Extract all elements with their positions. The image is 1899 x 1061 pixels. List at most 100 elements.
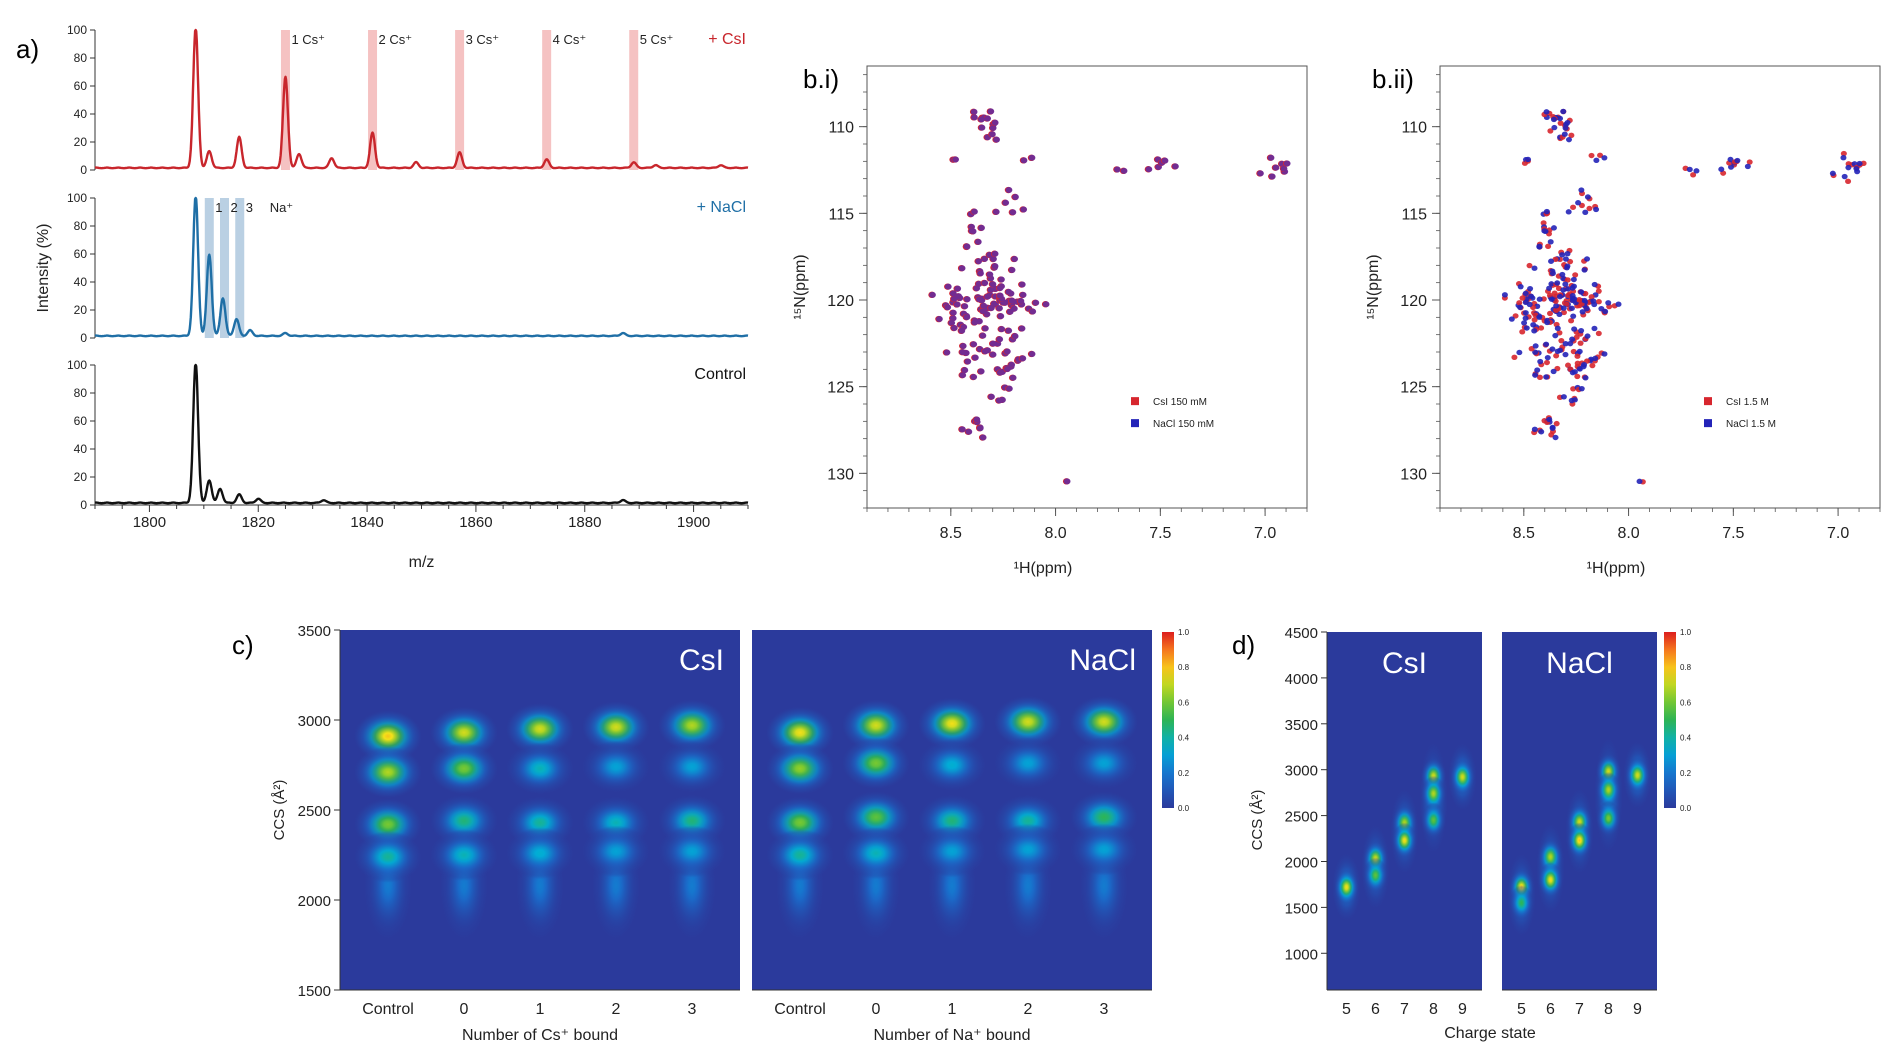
y-tick-label: 120 [827, 293, 854, 310]
nmr-peak-nacl [1554, 325, 1561, 332]
nmr-peak-nacl [1564, 251, 1571, 257]
nmr-peak-csi [1573, 334, 1580, 340]
heatmap-title: CsI [679, 644, 724, 677]
nmr-peak-nacl [1601, 155, 1608, 161]
nmr-peak-nacl [1564, 263, 1571, 269]
x-category-label: 2 [1024, 1001, 1033, 1018]
nmr-peak-nacl [984, 115, 992, 122]
x-category-label: 1 [948, 1001, 957, 1018]
colorbar-tick-label: 0.0 [1178, 804, 1190, 813]
nmr-peak-nacl [1549, 425, 1556, 431]
x-axis-title: Charge state [1444, 1025, 1536, 1042]
nmr-peak-nacl [1554, 348, 1561, 355]
nmr-peak-csi [1572, 272, 1579, 278]
x-category-label: 6 [1546, 1001, 1555, 1018]
x-category-label: 3 [688, 1001, 697, 1018]
nmr-peak-nacl [1584, 194, 1591, 200]
nmr-peak-nacl [973, 416, 981, 423]
x-category-label: 5 [1517, 1001, 1526, 1018]
nmr-peak-nacl [1541, 228, 1548, 234]
nmr-peak-nacl [1548, 281, 1555, 287]
adduct-highlight-band [235, 198, 245, 338]
nmr-peak-nacl [1693, 168, 1700, 174]
nmr-peak-nacl [929, 291, 936, 298]
nmr-peak-nacl [1829, 170, 1836, 177]
y-tick-label: 2500 [1285, 809, 1318, 826]
y-tick-label: 3000 [1285, 763, 1318, 780]
nmr-peak-nacl [977, 368, 985, 375]
y-tick-label: 100 [67, 191, 87, 205]
nmr-peak-nacl [1552, 434, 1559, 441]
nmr-peak-nacl [1009, 209, 1017, 216]
x-category-label: Control [774, 1001, 826, 1018]
x-axis-title: m/z [409, 554, 435, 571]
nmr-peak-nacl [959, 342, 967, 349]
y-tick-label: 0 [80, 498, 87, 512]
nmr-peak-csi [1547, 310, 1554, 317]
nmr-peak-csi [1845, 178, 1852, 185]
nmr-peak-nacl [991, 250, 999, 257]
y-tick-label: 60 [74, 414, 88, 428]
y-tick-label: 3000 [298, 713, 331, 730]
nmr-peak-nacl [996, 305, 1003, 312]
adduct-annotation: 2 Cs⁺ [379, 32, 413, 47]
y-tick-label: 125 [1400, 380, 1427, 397]
x-category-label: 1 [536, 1001, 545, 1018]
adduct-annotation: 5 Cs⁺ [640, 32, 674, 47]
nmr-peak-nacl [1581, 362, 1588, 368]
nmr-peak-nacl [977, 270, 984, 277]
nmr-peak-nacl [1008, 266, 1016, 273]
nmr-peak-csi [1519, 329, 1526, 335]
nmr-peak-nacl [1028, 154, 1036, 161]
nmr-peak-csi [1595, 288, 1602, 294]
y-tick-label: 60 [74, 247, 88, 261]
nmr-peak-nacl [997, 313, 1005, 320]
nmr-peak-csi [1557, 120, 1564, 126]
nmr-peak-nacl [1020, 206, 1028, 213]
nmr-peaks [1501, 108, 1867, 485]
colorbar-tick-label: 0.8 [1680, 663, 1692, 672]
adduct-annotation: Na⁺ [270, 200, 293, 215]
nmr-peak-nacl [1012, 193, 1019, 200]
nmr-peak-csi [1586, 205, 1593, 212]
nmr-peak-nacl [1728, 164, 1735, 170]
nmr-peak-nacl [1522, 290, 1529, 297]
heatmap-blob [581, 701, 651, 754]
adduct-annotation: 1 Cs⁺ [291, 32, 325, 47]
x-category-label: 8 [1604, 1001, 1613, 1018]
nmr-peak-nacl [1636, 478, 1643, 485]
heatmap-csi [1327, 632, 1482, 990]
nmr-peak-nacl [958, 327, 966, 334]
nmr-peak-nacl [1734, 157, 1741, 164]
nmr-peak-nacl [948, 319, 956, 326]
nmr-peak-nacl [965, 428, 973, 435]
adduct-annotation: 3 [246, 200, 253, 215]
y-tick-label: 115 [1401, 206, 1427, 223]
nmr-peak-nacl [944, 304, 952, 311]
nmr-peak-nacl [1578, 289, 1585, 295]
nmr-peak-nacl [959, 426, 966, 433]
nmr-peak-csi [1531, 317, 1538, 323]
nmr-peak-nacl [975, 258, 983, 265]
colorbar-tick-label: 0.4 [1680, 734, 1692, 743]
nmr-peak-nacl [1547, 239, 1554, 245]
y-axis-title: CCS (Å²) [1249, 790, 1266, 851]
x-tick-label: 8.0 [1044, 525, 1066, 542]
x-category-label: 7 [1400, 1001, 1409, 1018]
heatmap-blob [1069, 695, 1139, 748]
y-axis-title: Intensity (%) [35, 224, 52, 313]
nmr-peak-nacl [1593, 206, 1600, 213]
nmr-peak-nacl [1029, 308, 1037, 315]
y-tick-label: 125 [827, 380, 854, 397]
legend-swatch-nacl [1704, 419, 1712, 428]
nmr-peak-nacl [1578, 327, 1585, 334]
colorbar-tick-label: 0.0 [1680, 804, 1692, 813]
heatmap-blob [993, 737, 1063, 790]
nmr-peak-nacl [1113, 166, 1121, 173]
colorbar-d [1664, 632, 1676, 808]
heatmap-blob [1334, 869, 1359, 906]
nmr-peak-nacl [990, 256, 997, 263]
nmr-peak-nacl [952, 156, 960, 163]
nmr-peak-nacl [959, 349, 967, 356]
nmr-peak-nacl [1508, 316, 1515, 322]
